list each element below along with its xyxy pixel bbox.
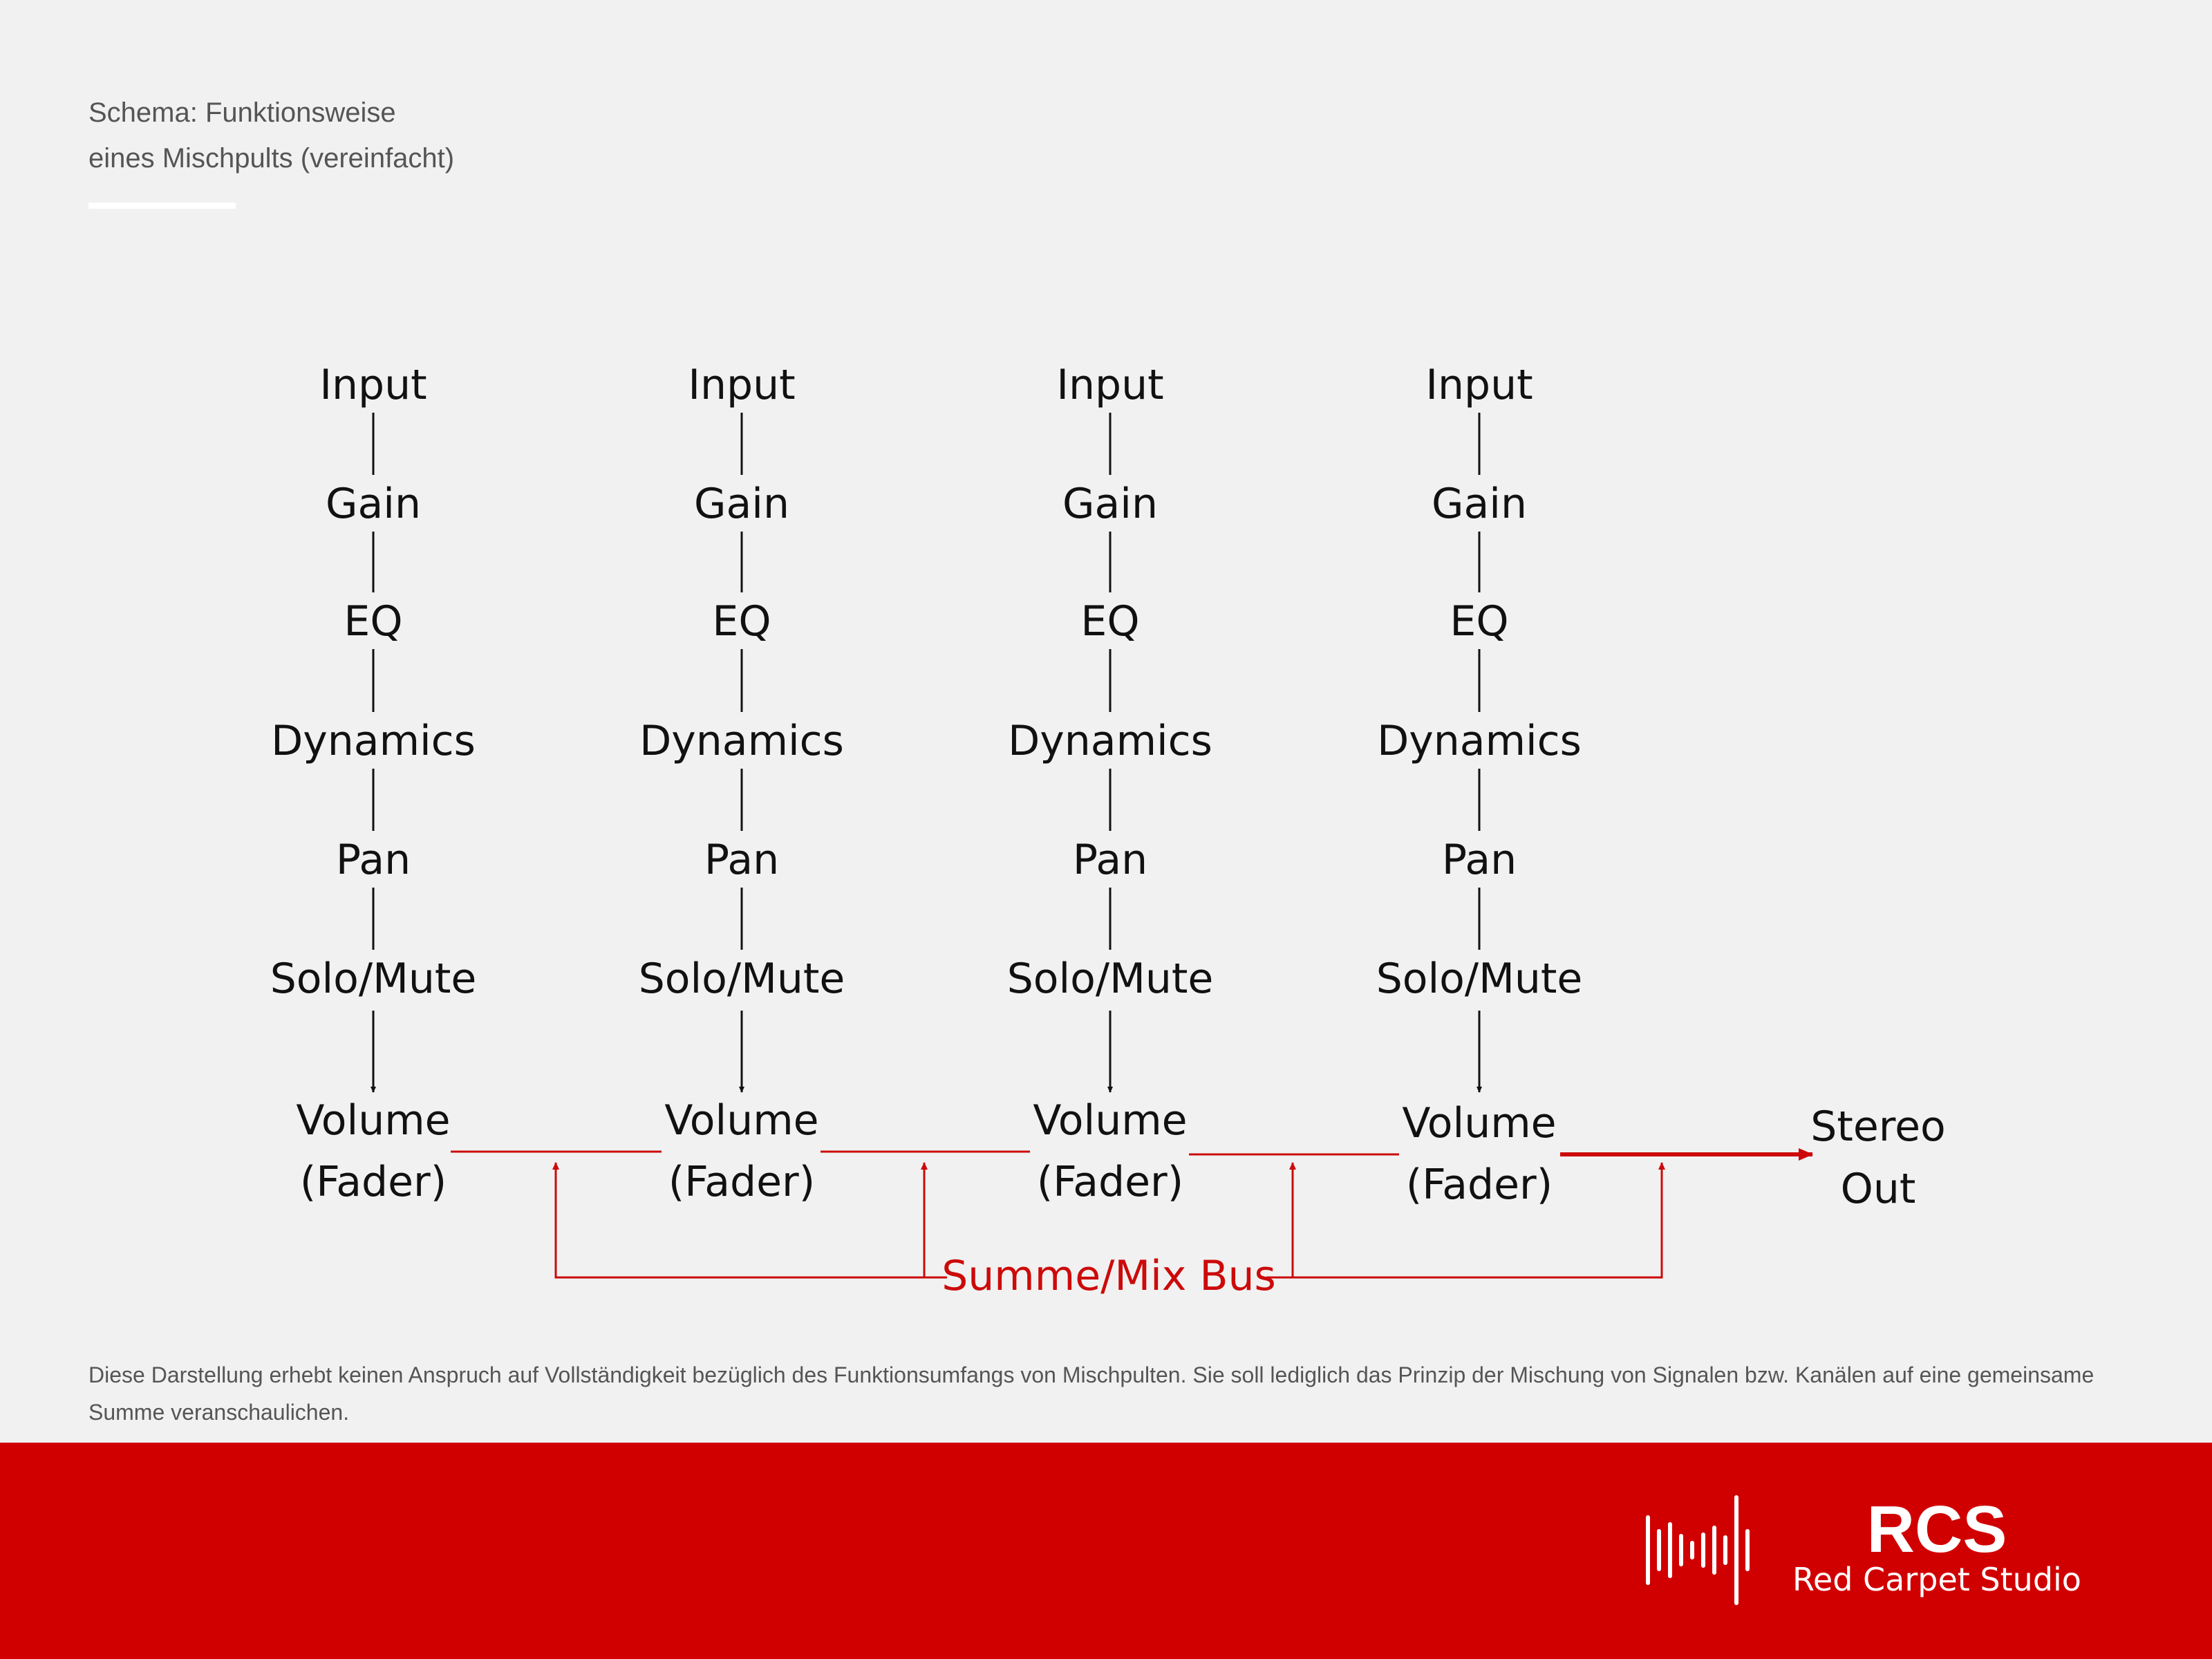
stage-label: Gain <box>1432 480 1527 528</box>
brand-footer <box>0 1443 2212 1659</box>
stage-label: EQ <box>344 597 402 646</box>
volume-label-line2: (Fader) <box>668 1158 815 1206</box>
mix-bus-label: Summe/Mix Bus <box>941 1252 1276 1300</box>
header-title-line1: Schema: Funktionsweise <box>88 97 396 128</box>
stage-label: Solo/Mute <box>1376 955 1583 1003</box>
channel-strip-3: Input Gain EQ Dynamics Pan Solo/Mute Volume (Fa… <box>1007 361 1214 1206</box>
stage-label: Pan <box>1442 836 1517 884</box>
volume-label-line2: (Fader) <box>1037 1158 1183 1206</box>
channel-strip-2: Input Gain EQ Dynamics Pan Solo/Mute Volume (Fa… <box>639 361 845 1206</box>
volume-label-line1: Volume <box>1402 1099 1556 1147</box>
volume-label-line1: Volume <box>1033 1096 1187 1145</box>
stage-label: Solo/Mute <box>1007 955 1214 1003</box>
stage-label: Pan <box>1073 836 1147 884</box>
stage-label: Gain <box>694 480 789 528</box>
stage-label: Input <box>1425 361 1533 409</box>
stage-label: EQ <box>1450 597 1508 646</box>
brand-short: RCS <box>1866 1492 2007 1566</box>
stage-label: Solo/Mute <box>270 955 477 1003</box>
mix-bus-return-left <box>552 1162 947 1279</box>
volume-label-line1: Volume <box>664 1096 818 1145</box>
channel-strips: Input Gain EQ Dynamics Pan Solo/Mute Volume (Fa… <box>270 361 1583 1209</box>
volume-label-line2: (Fader) <box>1406 1161 1553 1209</box>
volume-label-line1: Volume <box>296 1096 450 1145</box>
diagram-header: Schema: Funktionsweise eines Mischpults … <box>88 90 454 181</box>
stage-label: Gain <box>1062 480 1158 528</box>
stereo-out: Stereo Out <box>1810 1103 1946 1213</box>
stage-label: Dynamics <box>271 717 476 765</box>
mix-bus: Summe/Mix Bus <box>451 1148 1813 1300</box>
channel-strip-4: Input Gain EQ Dynamics Pan Solo/Mute Volume (Fa… <box>1376 361 1583 1209</box>
disclaimer-note: Diese Darstellung erhebt keinen Anspruch… <box>88 1362 2094 1425</box>
stage-label: Input <box>1056 361 1163 409</box>
stage-label: Dynamics <box>639 717 844 765</box>
stage-label: Input <box>688 361 795 409</box>
stage-label: Pan <box>704 836 779 884</box>
stage-label: Solo/Mute <box>639 955 845 1003</box>
stage-label: EQ <box>1080 597 1139 646</box>
volume-label-line2: (Fader) <box>300 1158 447 1206</box>
channel-strip-1: Input Gain EQ Dynamics Pan Solo/Mute Volume (Fa… <box>270 361 477 1206</box>
stage-label: Dynamics <box>1377 717 1582 765</box>
mix-bus-return-right <box>1266 1162 1665 1279</box>
stage-label: Dynamics <box>1008 717 1212 765</box>
soundwave-logo-icon <box>1646 1495 1750 1605</box>
stage-label: EQ <box>712 597 771 646</box>
stage-label: Gain <box>326 480 421 528</box>
stereo-out-label-line1: Stereo <box>1810 1103 1946 1151</box>
header-title-line2: eines Mischpults (vereinfacht) <box>88 143 455 174</box>
stage-label: Input <box>319 361 427 409</box>
header-underline <box>88 203 236 209</box>
stage-label: Pan <box>336 836 411 884</box>
stereo-out-label-line2: Out <box>1841 1165 1916 1213</box>
brand-name: Red Carpet Studio <box>1792 1561 2081 1598</box>
